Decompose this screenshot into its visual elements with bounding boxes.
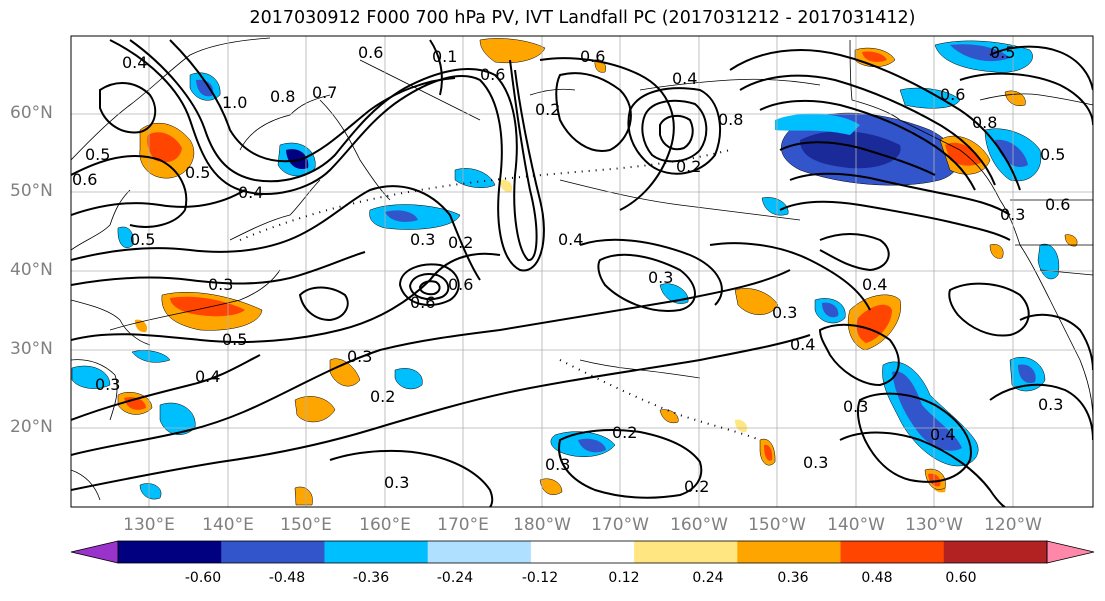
colorbar-tick: 0.12 — [608, 570, 640, 586]
colorbar-extend-low — [70, 540, 119, 564]
contour-label: 0.2 — [370, 387, 395, 406]
lon-label: 140°E — [202, 515, 254, 535]
map-frame — [70, 35, 1094, 508]
contour-label: 0.5 — [130, 230, 155, 249]
colorbar-box — [118, 541, 222, 563]
contour-label: 0.3 — [648, 268, 673, 287]
contour-label: 0.4 — [790, 335, 815, 354]
contour-label: 0.6 — [448, 275, 473, 294]
lon-label: 130°W — [905, 515, 963, 535]
contour-label: 0.8 — [718, 110, 743, 129]
colorbar-tick: -0.60 — [184, 570, 222, 586]
lon-label: 150°E — [280, 515, 332, 535]
contour-label: 0.3 — [843, 397, 868, 416]
colorbar-extend-high — [1046, 540, 1095, 564]
colorbar-box — [427, 541, 532, 563]
colorbar-tick: -0.24 — [436, 570, 474, 586]
lon-label: 180°W — [513, 515, 571, 535]
contour-label: 0.5 — [85, 145, 110, 164]
contour-label: 0.6 — [72, 170, 97, 189]
lon-label: 170°E — [437, 515, 489, 535]
contour-label: 0.8 — [270, 87, 295, 106]
contour-label: 0.2 — [676, 157, 701, 176]
contour-label: 0.4 — [930, 425, 955, 444]
contour-label: 0.2 — [684, 477, 709, 496]
lon-label: 160°W — [670, 515, 728, 535]
contour-label: 0.6 — [580, 47, 605, 66]
contour-label: 0.3 — [772, 303, 797, 322]
lat-label: 50°N — [10, 181, 53, 201]
lat-label: 20°N — [10, 417, 53, 437]
contour-label: 0.4 — [672, 69, 697, 88]
colorbar-box — [634, 541, 738, 563]
contour-label: 0.4 — [122, 53, 147, 72]
contour-label: 0.2 — [535, 100, 560, 119]
contour-label: 0.3 — [1000, 205, 1025, 224]
contour-label: 0.3 — [410, 230, 435, 249]
contour-label: 0.6 — [410, 293, 435, 312]
contour-label: 0.3 — [347, 347, 372, 366]
contour-label: 0.3 — [1038, 395, 1063, 414]
contour-label: 0.6 — [358, 43, 383, 62]
pv-negative-anomalies — [71, 40, 1060, 500]
contour-label: 0.5 — [222, 330, 247, 349]
contour-label: 0.3 — [384, 473, 409, 492]
contour-label: 0.4 — [195, 367, 220, 386]
lon-label: 140°W — [827, 515, 885, 535]
contour-label: 0.6 — [940, 85, 965, 104]
lat-label: 30°N — [10, 339, 53, 359]
colorbar-box — [530, 541, 635, 563]
contour-label: 0.5 — [1040, 145, 1065, 164]
lat-label: 40°N — [10, 260, 53, 280]
contour-label: 0.1 — [432, 47, 457, 66]
colorbar-frame — [117, 540, 1048, 564]
lon-label: 150°W — [748, 515, 806, 535]
contour-label: 0.7 — [312, 83, 337, 102]
contours — [71, 39, 1093, 507]
colorbar-tick: 0.36 — [777, 570, 809, 586]
colorbar-tick: 0.60 — [945, 570, 977, 586]
contour-label: 0.3 — [803, 453, 828, 472]
colorbar-box — [324, 541, 429, 563]
contour-label-group: 0.4 0.6 0.6 0.1 0.6 0.4 0.2 0.5 1.0 0.8 … — [72, 43, 1070, 496]
lat-label: 60°N — [10, 103, 53, 123]
lon-label: 160°E — [359, 515, 411, 535]
contour-label: 0.2 — [612, 423, 637, 442]
lon-label: 170°W — [591, 515, 649, 535]
contour-label: 1.0 — [222, 93, 247, 112]
contour-label: 0.5 — [990, 43, 1015, 62]
contour-label: 0.2 — [448, 233, 473, 252]
contour-label: 0.8 — [972, 113, 997, 132]
contour-label: 0.4 — [862, 275, 887, 294]
colorbar-boxes — [70, 540, 1095, 564]
contour-label: 0.5 — [185, 163, 210, 182]
colorbar-tick: 0.24 — [692, 570, 724, 586]
contour-label: 0.6 — [480, 65, 505, 84]
colorbar-tick: -0.36 — [352, 570, 390, 586]
lon-label: 120°W — [984, 515, 1042, 535]
contour-label: 0.3 — [545, 455, 570, 474]
colorbar-tick: 0.48 — [861, 570, 893, 586]
contour-label: 0.3 — [208, 275, 233, 294]
map-title: 2017030912 F000 700 hPa PV, IVT Landfall… — [249, 8, 916, 28]
contour-label: 0.4 — [558, 230, 583, 249]
contour-label: 0.3 — [95, 375, 120, 394]
graticule — [71, 36, 1093, 507]
colorbar-box — [943, 541, 1048, 563]
pv-positive-anomalies — [117, 38, 1078, 506]
colorbar-box — [840, 541, 945, 563]
contour-label: 0.4 — [238, 183, 263, 202]
colorbar-tick: -0.12 — [521, 570, 559, 586]
colorbar-tick: -0.48 — [268, 570, 306, 586]
colorbar-box — [221, 541, 325, 563]
lon-label: 130°E — [123, 515, 175, 535]
colorbar-box — [737, 541, 842, 563]
contour-label: 0.6 — [1045, 195, 1070, 214]
